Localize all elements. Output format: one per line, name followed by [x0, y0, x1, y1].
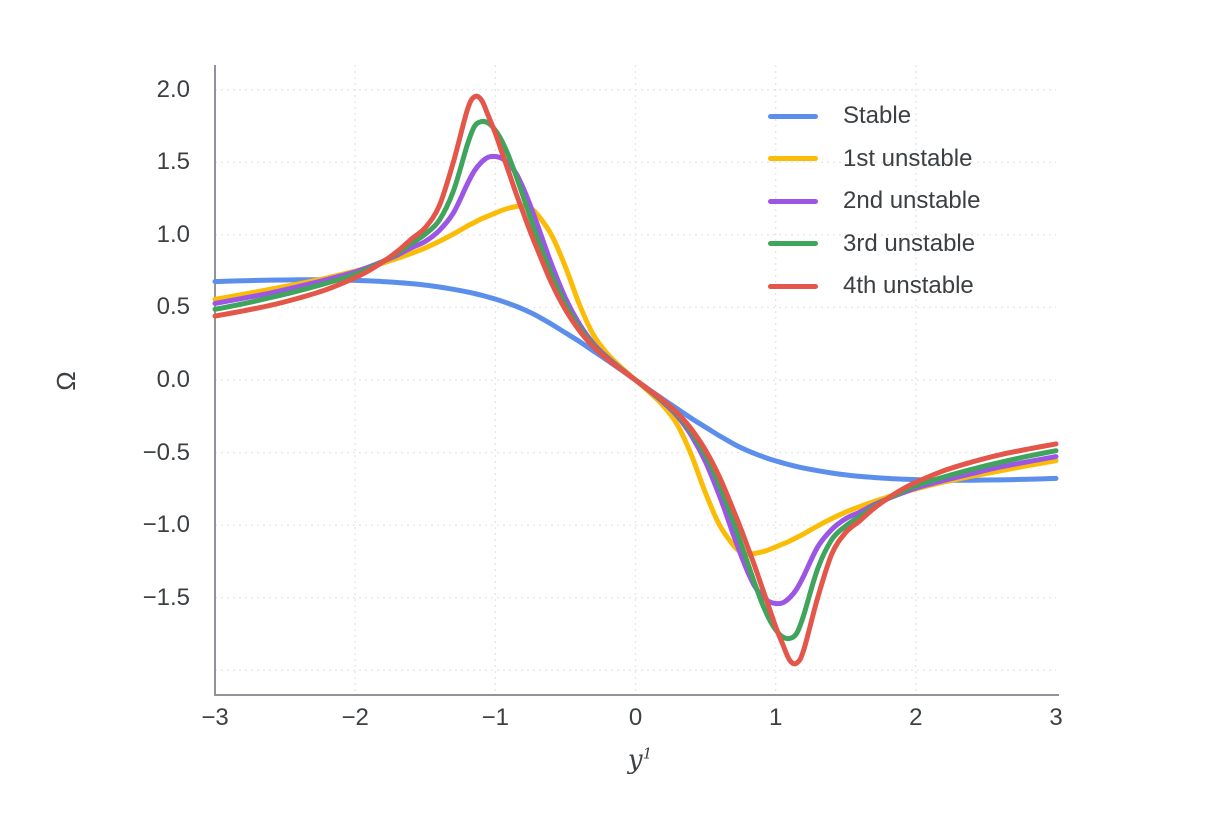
x-tick-label: 0 — [628, 704, 643, 731]
x-tick-label: 2 — [909, 704, 923, 731]
legend-label: Stable — [843, 102, 912, 130]
y-tick-label: 1.0 — [156, 220, 190, 248]
x-axis-label-superscript: 1 — [642, 744, 653, 763]
y-tick-label: 1.5 — [156, 148, 190, 176]
legend-swatch — [768, 283, 818, 289]
legend-item-stable[interactable]: Stable — [768, 95, 980, 138]
x-tick-label: −3 — [201, 704, 229, 731]
y-axis-label: Ω — [51, 371, 81, 391]
y-tick-label: −1.0 — [142, 511, 190, 539]
legend-label: 1st unstable — [843, 144, 973, 172]
x-tick-label: 3 — [1049, 704, 1063, 731]
x-tick-label: −2 — [341, 704, 369, 731]
legend-swatch — [768, 156, 818, 162]
legend: Stable 1st unstable 2nd unstable 3rd unstab… — [768, 95, 980, 308]
legend-swatch — [768, 113, 818, 119]
x-tick-label: −1 — [481, 704, 509, 731]
y-tick-label: 0.5 — [156, 293, 190, 321]
legend-swatch — [768, 241, 818, 247]
legend-label: 4th unstable — [843, 272, 974, 300]
x-axis-label-base: y — [627, 745, 643, 775]
legend-item-1st-unstable[interactable]: 1st unstable — [768, 138, 980, 181]
y-tick-label: 2.0 — [156, 75, 190, 103]
x-axis-label: y1 — [603, 745, 677, 775]
series-line-4th-unstable — [212, 93, 1059, 667]
x-tick-label: 1 — [769, 704, 783, 731]
y-tick-label: −1.5 — [142, 583, 190, 611]
legend-label: 2nd unstable — [843, 187, 981, 215]
legend-label: 3rd unstable — [843, 229, 976, 257]
y-tick-label: −0.5 — [142, 438, 190, 466]
legend-item-3rd-unstable[interactable]: 3rd unstable — [768, 223, 980, 266]
legend-item-2nd-unstable[interactable]: 2nd unstable — [768, 180, 980, 223]
legend-swatch — [768, 198, 818, 204]
y-tick-label: 0.0 — [156, 366, 190, 393]
legend-item-4th-unstable[interactable]: 4th unstable — [768, 265, 980, 308]
